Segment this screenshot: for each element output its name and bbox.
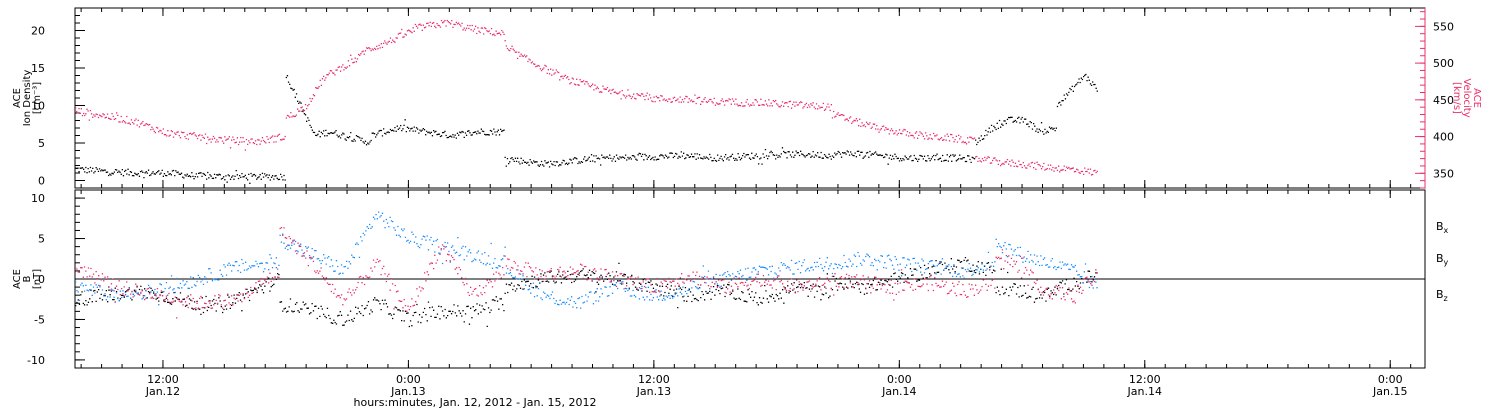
field-bz-points [75,226,1098,319]
field-axis-label: ACE B [nT] [12,269,43,289]
field-tick-label: 10 [31,192,45,205]
field-tick-label: -5 [34,313,45,326]
field-bx-series [75,256,1098,328]
x-tick-date-label: Jan.13 [636,385,671,398]
velocity-tick-label: 550 [1433,20,1454,33]
velocity-axis-label-line: ACE [1471,88,1482,108]
x-tick-time-label: 12:00 [147,373,179,386]
velocity-points [75,19,1098,176]
velocity-axis-label-line: Velocity [1461,78,1472,117]
x-tick-time-label: 0:00 [396,373,421,386]
velocity-axis-label-line: [km/s] [1451,82,1462,114]
legend-by: By [1436,252,1449,267]
field-axis-label-line: B [22,275,33,282]
field-bx-points [75,256,1098,328]
velocity-series [75,19,1098,176]
density-tick-label: 10 [31,100,45,113]
field-bz-series [75,226,1098,319]
density-axis-label: ACE Ion Density [cm⁻³] [12,70,43,127]
x-tick-time-label: 12:00 [1129,373,1161,386]
field-axis-label-line: [nT] [32,269,43,289]
density-axis-label-line: [cm⁻³] [32,82,43,114]
field-tick-label: 5 [38,233,45,246]
x-tick-date-label: Jan.13 [390,385,425,398]
x-tick-time-label: 0:00 [1378,373,1403,386]
x-tick-time-label: 12:00 [638,373,670,386]
field-axis-label-line: ACE [12,269,23,289]
density-axis-label-line: ACE [12,88,23,108]
field-tick-label: -10 [27,354,45,367]
density-series [75,73,1098,184]
x-tick-time-label: 0:00 [887,373,912,386]
legend-bx: Bx [1436,220,1449,235]
top-panel-frame [74,7,1426,189]
velocity-tick-label: 350 [1433,167,1454,180]
field-by-series [75,211,1098,309]
density-tick-label: 20 [31,25,45,38]
x-tick-date-label: Jan.15 [1372,385,1407,398]
x-tick-date-label: Jan.14 [881,385,916,398]
velocity-tick-label: 450 [1433,94,1454,107]
time-axis: 12:00Jan.120:00Jan.1312:00Jan.130:00Jan.… [80,8,1412,398]
density-axis-label-line: Ion Density [22,70,33,127]
density-tick-label: 5 [38,137,45,150]
density-tick-label: 15 [31,62,45,75]
magnetic-field-panel: -10 -5 0 5 10 ACE B [nT] Bx By Bz [12,189,1449,369]
legend-bz: Bz [1436,288,1448,303]
density-tick-label: 0 [38,175,45,188]
velocity-tick-label: 400 [1433,131,1454,144]
x-axis-label: hours:minutes, Jan. 12, 2012 - Jan. 15, … [354,396,597,409]
velocity-tick-label: 500 [1433,57,1454,70]
field-by-points [75,211,1098,309]
field-tick-label: 0 [38,273,45,286]
density-points [75,73,1098,184]
x-tick-date-label: Jan.14 [1127,385,1162,398]
x-tick-date-label: Jan.12 [145,385,180,398]
